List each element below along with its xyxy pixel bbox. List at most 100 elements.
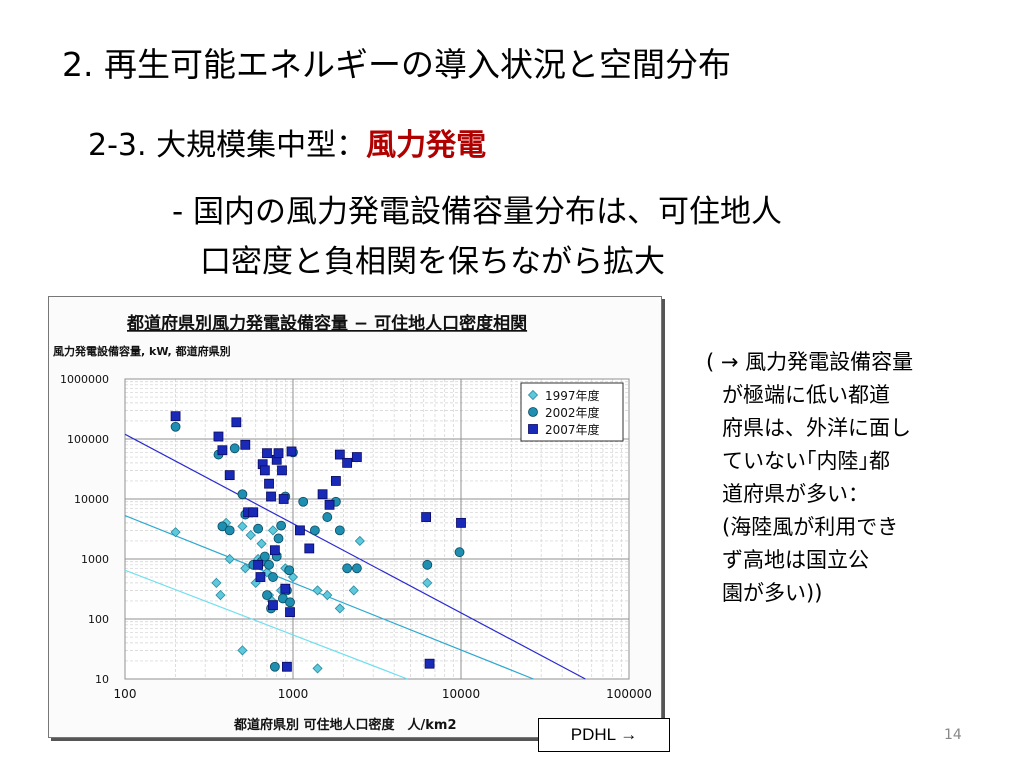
y-tick-label: 1000000 (60, 373, 109, 386)
data-point (322, 590, 333, 601)
data-point (269, 545, 280, 556)
data-point (295, 525, 305, 536)
data-point (237, 489, 248, 500)
data-point (253, 523, 264, 534)
data-point (285, 597, 295, 608)
data-point (170, 411, 181, 422)
data-point (273, 533, 284, 544)
note-line: ず高地は国立公 (722, 548, 869, 572)
data-point (273, 448, 284, 459)
x-axis-label: 都道府県別 可住地人口密度 人/km2 (233, 717, 457, 733)
section-subtitle: 2-3. 大規模集中型：風力発電 (88, 120, 486, 164)
legend-marker (528, 407, 538, 417)
data-point (237, 645, 248, 656)
data-point (256, 538, 267, 549)
data-point (224, 470, 235, 481)
page-number: 14 (944, 727, 962, 743)
note-line: 府県は、外洋に面し (722, 416, 911, 440)
data-point (342, 457, 353, 468)
data-point (422, 577, 433, 588)
data-point (422, 559, 433, 570)
data-point (330, 476, 341, 486)
y-tick-label: 100000 (67, 433, 109, 446)
subtitle-highlight: 風力発電 (366, 128, 487, 163)
data-point (269, 661, 280, 672)
data-point (312, 585, 323, 596)
data-point (213, 431, 224, 442)
legend-label: 2007年度 (545, 422, 600, 437)
data-point (268, 572, 278, 582)
data-point (278, 494, 289, 504)
note-line: ていない｢内陸｣都 (722, 449, 890, 473)
data-point (240, 563, 251, 574)
data-point (334, 525, 345, 536)
data-point (237, 521, 248, 532)
y-tick-label: 10 (95, 673, 109, 686)
note-line: (海陸風が利用でき (722, 515, 899, 539)
x-tick-label: 1000 (278, 687, 309, 701)
data-point (284, 565, 295, 576)
note-line: 道府県が多い： (722, 482, 869, 506)
pdhl-link-button[interactable]: PDHL → (538, 718, 670, 752)
data-point (211, 577, 222, 588)
data-point (224, 525, 235, 536)
note-line: ( → 風力発電設備容量 (706, 350, 914, 374)
data-point (342, 563, 353, 574)
data-point (348, 585, 359, 596)
data-point (248, 507, 259, 518)
y-tick-label: 100 (88, 613, 109, 626)
x-tick-label: 100000 (606, 687, 652, 701)
y-tick-label: 1000 (81, 553, 109, 566)
legend-marker (527, 389, 539, 401)
data-point (298, 496, 309, 507)
side-note: ( → 風力発電設備容量 が極端に低い都道 府県は、外洋に面し ていない｢内陸｣… (706, 346, 913, 610)
data-point (280, 583, 291, 594)
data-point (285, 607, 295, 618)
chart-title: 都道府県別風力発電設備容量 − 可住地人口密度相関 (126, 313, 527, 334)
y-tick-label: 10000 (74, 493, 109, 506)
data-point (456, 517, 466, 528)
bullet-line-2: 口密度と負相関を保ちながら拡大 (200, 244, 665, 280)
data-point (286, 446, 297, 457)
data-point (262, 448, 272, 459)
data-point (309, 525, 320, 536)
data-point (317, 489, 328, 500)
plot-area: 100 1000 10000 100000 10 100 1000 10000 100000 10… (60, 373, 652, 701)
data-point (354, 535, 365, 547)
data-point (277, 465, 287, 476)
data-point (282, 661, 292, 672)
data-point (334, 603, 345, 614)
legend-marker (528, 424, 538, 434)
data-point (245, 530, 256, 541)
data-point (351, 563, 362, 574)
data-point (334, 449, 345, 460)
y-axis-label: 風力発電設備容量, kW, 都道府県別 (53, 344, 231, 358)
data-point (170, 421, 181, 432)
data-point (255, 572, 266, 582)
data-point (215, 590, 226, 601)
data-point (240, 439, 251, 450)
legend-label: 1997年度 (545, 388, 600, 403)
bullet-line-1: - 国内の風力発電設備容量分布は、可住地人 (172, 194, 783, 230)
x-tick-label: 10000 (442, 687, 480, 701)
data-point (170, 527, 181, 538)
x-tick-label: 100 (114, 687, 137, 701)
trend-line (124, 433, 586, 680)
subtitle-prefix: 2-3. 大規模集中型： (88, 128, 367, 163)
data-point (259, 465, 270, 476)
data-point (268, 600, 278, 611)
chart-svg: 都道府県別風力発電設備容量 − 可住地人口密度相関 風力発電設備容量, kW, … (53, 313, 652, 733)
data-point (229, 443, 240, 454)
chart-legend (520, 382, 624, 442)
slide-title: 2. 再生可能エネルギーの導入状況と空間分布 (62, 45, 731, 84)
data-point (231, 417, 242, 428)
note-line: が極端に低い都道 (722, 383, 890, 407)
scatter-chart: 都道府県別風力発電設備容量 − 可住地人口密度相関 風力発電設備容量, kW, … (48, 296, 662, 738)
data-point (264, 478, 274, 489)
data-point (224, 553, 235, 565)
data-point (266, 491, 276, 502)
data-point (322, 512, 333, 522)
data-point (217, 445, 228, 456)
data-point (267, 525, 279, 536)
data-point (276, 520, 287, 531)
